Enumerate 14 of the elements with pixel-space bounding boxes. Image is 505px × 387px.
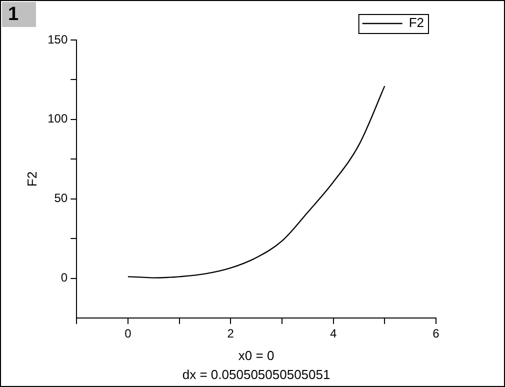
x-tick-label: 2 [227, 326, 234, 341]
text: dx = 0.050505050505051 [182, 367, 330, 382]
y-tick-label: 150 [48, 32, 68, 46]
y-tick-label: 50 [54, 191, 68, 206]
y-tick-label: 100 [48, 112, 68, 126]
y-tick-label: 0 [60, 270, 68, 285]
x-axis-title: x0 = 0 [238, 348, 274, 363]
x-tick-label: 4 [330, 326, 337, 341]
y-axis-title: F2 [24, 171, 40, 187]
line-series [127, 85, 386, 278]
legend-label: F2 [408, 15, 424, 30]
x-tick-label: 6 [432, 326, 440, 341]
text: 1 [2, 2, 36, 27]
x-tick-label: 0 [124, 326, 132, 341]
